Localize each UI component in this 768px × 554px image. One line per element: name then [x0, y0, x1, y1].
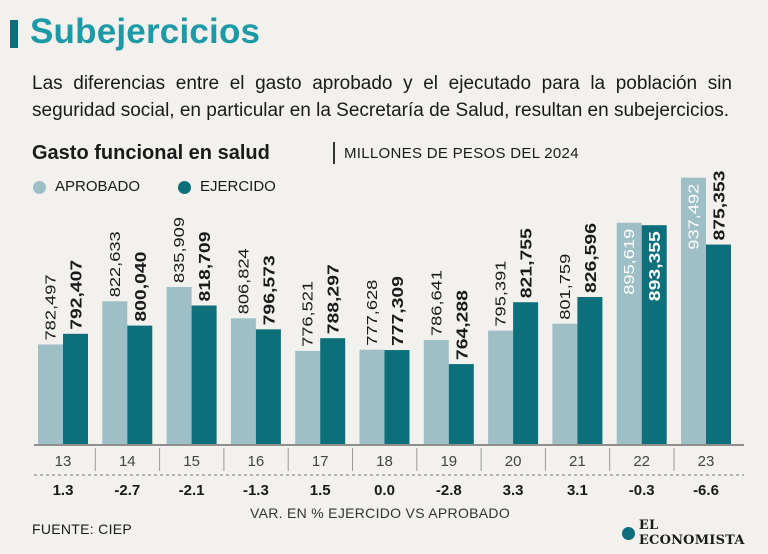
chart-units: MILLONES DE PESOS DEL 2024 — [344, 145, 579, 162]
bar-approved — [616, 222, 642, 444]
x-tick-label: 17 — [312, 453, 329, 470]
value-label-executed: 821,755 — [519, 228, 536, 298]
chart-title-separator — [333, 142, 335, 164]
value-label-approved: 835,909 — [171, 217, 188, 283]
x-tick-label: 23 — [698, 453, 715, 470]
value-label-approved: 795,391 — [493, 261, 510, 327]
value-label-executed: 875,353 — [712, 170, 729, 240]
variation-value: 0.0 — [374, 482, 395, 499]
bar-executed — [641, 225, 667, 444]
value-label-executed: 818,709 — [197, 231, 214, 301]
value-label-approved: 937,492 — [686, 184, 703, 250]
source-note: FUENTE: CIEP — [32, 521, 133, 537]
page-title: Subejercicios — [30, 12, 261, 51]
bar-approved — [38, 344, 63, 444]
bar-approved — [166, 287, 192, 444]
value-label-executed: 893,355 — [647, 231, 664, 301]
variation-value: -6.6 — [693, 482, 719, 499]
x-tick-label: 20 — [505, 453, 522, 470]
brand-name: EL ECONOMISTA — [638, 518, 745, 548]
value-label-executed: 792,407 — [69, 260, 86, 330]
page-subtitle: Las diferencias entre el gasto aprobado … — [32, 73, 732, 121]
bar-executed — [127, 325, 153, 444]
value-label-approved: 777,628 — [364, 280, 381, 346]
bar-executed — [255, 329, 281, 444]
x-tick-label: 16 — [248, 453, 265, 470]
bar-approved — [295, 350, 321, 444]
value-label-approved: 786,641 — [428, 270, 445, 336]
bar-approved — [681, 177, 706, 444]
value-label-approved: 801,759 — [557, 254, 574, 320]
legend-executed-swatch — [178, 181, 191, 194]
bar-executed — [513, 302, 539, 444]
value-label-executed: 826,596 — [583, 223, 600, 293]
bar-executed — [320, 338, 346, 444]
variation-value: 3.3 — [503, 482, 524, 499]
legend-approved-label: APROBADO — [55, 178, 141, 195]
x-tick-label: 21 — [569, 453, 586, 470]
variation-value: -1.3 — [243, 482, 269, 499]
bar-executed — [384, 350, 410, 444]
title-accent-bar — [10, 20, 18, 48]
x-tick-label: 22 — [633, 453, 650, 470]
bar-executed — [577, 297, 603, 444]
bar-approved — [552, 323, 578, 444]
x-tick-label: 13 — [55, 453, 72, 470]
value-label-executed: 796,573 — [261, 255, 278, 325]
value-label-approved: 782,497 — [43, 274, 60, 340]
variation-caption: VAR. EN % EJERCIDO VS APROBADO — [250, 505, 510, 521]
chart-title: Gasto funcional en salud — [32, 142, 270, 164]
bar-executed — [191, 305, 217, 444]
bar-approved — [230, 318, 256, 444]
value-label-executed: 777,309 — [390, 276, 407, 346]
variation-value: 3.1 — [567, 482, 588, 499]
variation-value: 1.5 — [310, 482, 331, 499]
variation-value: -2.1 — [179, 482, 205, 499]
x-tick-label: 14 — [119, 453, 136, 470]
variation-value: -2.7 — [114, 482, 140, 499]
bar-executed — [63, 333, 88, 444]
bar-approved — [102, 301, 128, 444]
variation-value: 1.3 — [53, 482, 74, 499]
value-label-approved: 822,633 — [107, 231, 124, 297]
brand-icon — [622, 526, 635, 540]
x-tick-label: 15 — [183, 453, 200, 470]
variation-value: -0.3 — [629, 482, 655, 499]
value-label-executed: 788,297 — [326, 264, 343, 334]
x-tick-label: 19 — [440, 453, 457, 470]
value-label-executed: 764,288 — [454, 290, 471, 360]
bar-approved — [359, 349, 385, 444]
variation-value: -2.8 — [436, 482, 462, 499]
value-label-approved: 776,521 — [300, 281, 317, 347]
value-label-executed: 800,040 — [133, 251, 150, 321]
x-tick-label: 18 — [376, 453, 393, 470]
legend-approved-swatch — [33, 181, 46, 194]
value-label-approved: 806,824 — [235, 248, 252, 314]
bar-approved — [423, 340, 449, 444]
bar-executed — [448, 364, 474, 444]
bar-executed — [706, 244, 731, 444]
value-label-approved: 895,619 — [621, 229, 638, 295]
legend-executed-label: EJERCIDO — [200, 178, 276, 195]
bar-approved — [488, 330, 514, 444]
brand-logo: EL ECONOMISTA — [622, 518, 768, 548]
